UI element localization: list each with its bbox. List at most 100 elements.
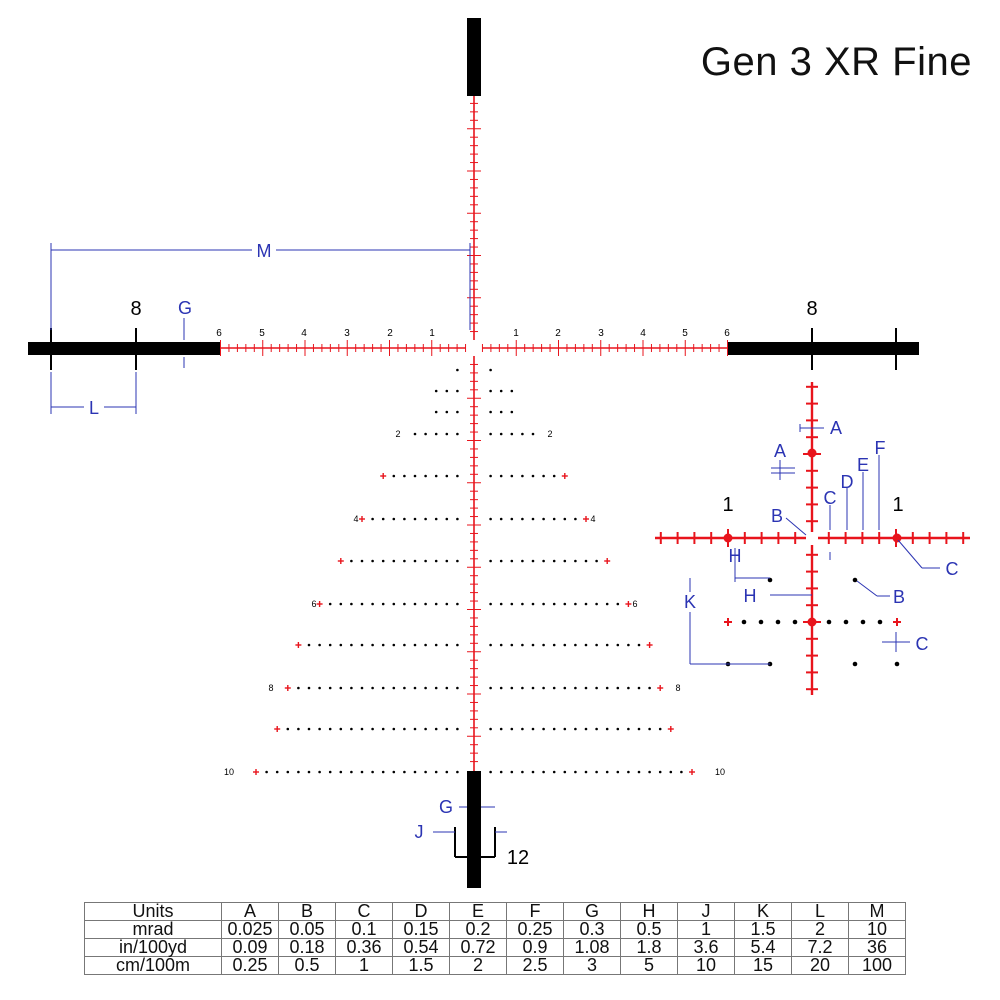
tree-dot xyxy=(605,602,609,606)
tree-dot xyxy=(563,559,567,563)
tree-dot xyxy=(307,727,311,731)
tree-dot xyxy=(510,474,514,478)
tree-dot xyxy=(531,474,535,478)
tree-dot xyxy=(434,432,438,436)
tree-dot xyxy=(307,770,311,774)
dim-label-b-left: B xyxy=(771,506,783,526)
table-cell: 10 xyxy=(848,920,906,939)
tree-num-right-6: 6 xyxy=(632,599,637,609)
tree-dot xyxy=(595,770,598,774)
table-cell: L xyxy=(791,902,849,921)
dim-label-c-right: C xyxy=(946,559,959,579)
dim-label-d: D xyxy=(841,472,854,492)
table-cell: 0.5 xyxy=(620,920,678,939)
tree-dot xyxy=(424,770,427,774)
tree-dot xyxy=(616,602,620,606)
tree-dot xyxy=(434,643,438,647)
table-cell: 0.1 xyxy=(335,920,393,939)
table-cell: H xyxy=(620,902,678,921)
tree-num-left-8: 8 xyxy=(268,683,273,693)
tree-dot xyxy=(489,686,492,690)
tree-num-left-4: 4 xyxy=(353,514,358,524)
tree-dot xyxy=(307,643,311,647)
tree-dot xyxy=(616,686,620,690)
tree-dot xyxy=(499,727,503,731)
tree-dot xyxy=(307,686,311,690)
tree-dot xyxy=(552,643,556,647)
table-cell: J xyxy=(677,902,735,921)
tree-dot xyxy=(445,602,449,606)
tree-dot xyxy=(531,559,535,563)
table-cell: 0.2 xyxy=(449,920,507,939)
table-cell: 0.05 xyxy=(278,920,336,939)
tree-dot xyxy=(392,770,396,774)
post-number-left: 8 xyxy=(130,298,141,320)
tree-dot xyxy=(445,727,449,731)
dim-label-f: F xyxy=(875,438,886,458)
tree-dot xyxy=(456,368,459,372)
h-num-left-3: 3 xyxy=(344,328,350,339)
tree-dot xyxy=(350,686,353,690)
tree-dot xyxy=(489,474,492,478)
tree-dot xyxy=(616,643,620,647)
tree-dot xyxy=(637,770,641,774)
table-cell: B xyxy=(278,902,336,921)
dimension-labels: M G L G J A A B C D E F C H H B K C xyxy=(84,240,959,842)
tree-dot xyxy=(434,474,438,478)
dim-label-b-right: B xyxy=(893,587,905,607)
h-num-left-5: 5 xyxy=(259,328,265,339)
post-numbers: 8 8 12 1 1 xyxy=(130,298,903,869)
tree-dot xyxy=(403,727,406,731)
tree-dot xyxy=(371,602,374,606)
tree-dot xyxy=(521,432,524,436)
tree-dot xyxy=(595,602,598,606)
tree-dot xyxy=(521,517,524,521)
detail-black-dot xyxy=(860,619,866,625)
dim-label-j: J xyxy=(415,822,424,842)
tree-num-right-10: 10 xyxy=(715,767,725,777)
tree-dot xyxy=(445,686,449,690)
tree-dot xyxy=(318,686,321,690)
dim-label-e: E xyxy=(857,455,869,475)
tree-dot xyxy=(521,474,524,478)
tree-dot xyxy=(574,686,577,690)
tree-dot xyxy=(445,389,449,393)
tree-dot xyxy=(371,517,374,521)
tree-dot xyxy=(381,770,385,774)
tree-dot xyxy=(456,517,459,521)
tree-dot xyxy=(637,727,641,731)
tree-dot xyxy=(413,474,417,478)
tree-dot xyxy=(489,643,492,647)
tree-dot xyxy=(434,770,438,774)
tree-dot xyxy=(286,727,290,731)
tree-dot xyxy=(371,559,374,563)
detail-black-dot xyxy=(852,661,858,667)
tree-dot xyxy=(499,602,503,606)
tree-dot xyxy=(489,368,492,372)
tree-dot xyxy=(424,727,427,731)
tree-dot xyxy=(648,727,651,731)
tree-dot xyxy=(552,559,556,563)
tree-dot xyxy=(381,602,385,606)
tree-dot xyxy=(424,686,427,690)
h-num-left-2: 2 xyxy=(387,328,393,339)
tree-dot xyxy=(456,559,459,563)
tree-dot xyxy=(392,643,396,647)
table-row-label: mrad xyxy=(84,920,222,939)
tree-dot xyxy=(510,602,514,606)
tree-dot xyxy=(456,389,459,393)
tree-dot xyxy=(265,770,268,774)
tree-dot xyxy=(456,727,459,731)
tree-dot xyxy=(669,770,673,774)
bottom-post xyxy=(467,771,481,888)
table-cell: 0.36 xyxy=(335,938,393,957)
tree-dot xyxy=(542,727,545,731)
tree-dot xyxy=(510,643,514,647)
tree-dot xyxy=(658,770,662,774)
tree-dot xyxy=(392,474,396,478)
table-cell: 0.3 xyxy=(563,920,621,939)
tree-dot xyxy=(403,559,406,563)
tree-dot xyxy=(328,686,332,690)
tree-dot xyxy=(616,727,620,731)
